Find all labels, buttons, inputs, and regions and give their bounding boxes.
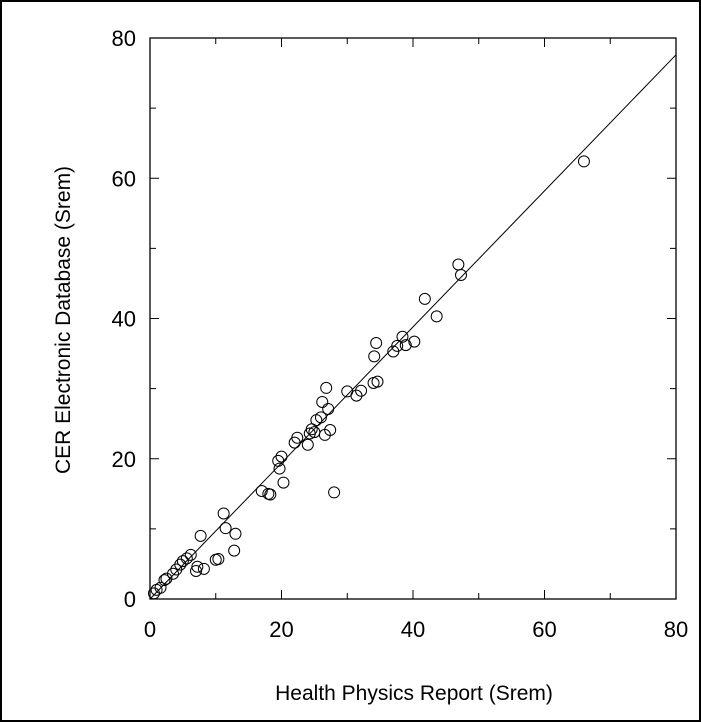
- data-point: [277, 476, 290, 489]
- data-point: [273, 462, 286, 475]
- y-tick-label: 40: [112, 307, 136, 332]
- data-point: [324, 423, 337, 436]
- data-point: [194, 529, 207, 542]
- data-point: [272, 454, 285, 467]
- data-point: [355, 384, 368, 397]
- data-point: [191, 560, 204, 573]
- data-point: [228, 544, 241, 557]
- data-point: [180, 552, 193, 565]
- axes: 0 20 40 60 80 0 20 40 60 80: [112, 26, 689, 642]
- data-point: [328, 486, 341, 499]
- y-tick-label: 60: [112, 166, 136, 191]
- data-point: [275, 450, 288, 463]
- data-point: [167, 567, 180, 580]
- data-point: [301, 438, 314, 451]
- data-point: [197, 562, 210, 575]
- data-point: [454, 269, 467, 282]
- y-tick-label: 0: [124, 587, 136, 612]
- data-point: [418, 292, 431, 305]
- x-tick-label: 80: [664, 617, 688, 642]
- x-tick-label: 60: [532, 617, 556, 642]
- data-point: [452, 258, 465, 271]
- data-point: [350, 389, 363, 402]
- data-point: [371, 375, 384, 388]
- data-point: [322, 402, 335, 415]
- data-point: [158, 574, 171, 587]
- y-axis-label: CER Electronic Database (Srem): [52, 166, 75, 474]
- data-point: [396, 330, 409, 343]
- x-tick-label: 0: [144, 617, 156, 642]
- data-point: [219, 522, 232, 535]
- data-point: [399, 339, 412, 352]
- data-point: [430, 310, 443, 323]
- data-point: [291, 431, 304, 444]
- data-point: [370, 337, 383, 350]
- x-axis-label: Health Physics Report (Srem): [275, 682, 553, 705]
- data-point: [320, 381, 333, 394]
- data-point: [255, 485, 268, 498]
- data-point: [264, 488, 277, 501]
- data-points: [147, 155, 590, 600]
- fit-line: [149, 54, 677, 600]
- data-point: [391, 339, 404, 352]
- data-point: [176, 555, 189, 568]
- x-tick-label: 20: [269, 617, 293, 642]
- y-tick-label: 80: [112, 26, 136, 51]
- data-point: [174, 558, 187, 571]
- data-point: [184, 548, 197, 561]
- data-point: [212, 553, 225, 566]
- y-tick-label: 20: [112, 447, 136, 472]
- data-point: [229, 527, 242, 540]
- data-point: [154, 581, 167, 594]
- data-point: [408, 335, 421, 348]
- fit-line-layer: [149, 54, 677, 600]
- data-point: [577, 155, 590, 168]
- data-point: [217, 507, 230, 520]
- data-point: [368, 350, 381, 363]
- data-point: [316, 395, 329, 408]
- data-point: [314, 411, 327, 424]
- x-tick-label: 40: [401, 617, 425, 642]
